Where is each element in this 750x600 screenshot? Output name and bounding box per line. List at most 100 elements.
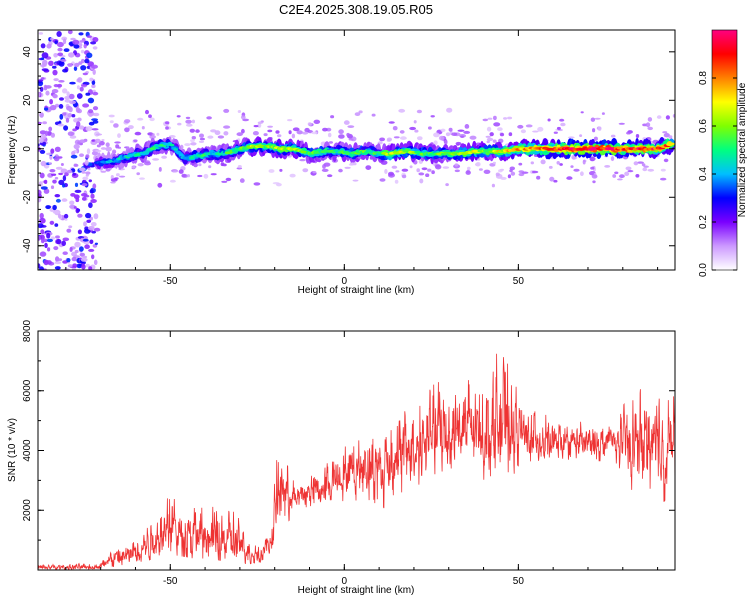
noise-speck	[86, 35, 92, 38]
noise-speck	[53, 78, 59, 82]
halo-speck	[388, 171, 394, 176]
halo-speck	[625, 166, 632, 171]
halo-speck	[288, 130, 292, 135]
halo-speck	[206, 116, 212, 120]
noise-speck	[39, 172, 45, 179]
noise-speck	[53, 53, 58, 58]
halo-speck	[395, 170, 400, 173]
noise-speck	[52, 69, 58, 76]
halo-speck	[556, 126, 561, 130]
noise-speck	[68, 93, 75, 100]
noise-speck	[39, 149, 46, 154]
noise-speck	[52, 93, 58, 99]
noise-speck	[73, 44, 80, 49]
noise-speck	[92, 89, 96, 93]
halo-speck	[537, 126, 544, 132]
noise-speck	[68, 52, 75, 58]
halo-speck	[240, 115, 246, 120]
noise-speck	[43, 259, 49, 266]
halo-speck	[225, 177, 232, 182]
halo-speck	[553, 179, 558, 183]
halo-speck	[252, 131, 259, 136]
noise-speck	[46, 152, 53, 156]
noise-speck	[91, 84, 96, 89]
noise-speck	[72, 39, 80, 45]
halo-speck	[96, 144, 101, 148]
halo-speck	[518, 162, 523, 166]
halo-speck	[487, 117, 493, 120]
halo-speck	[489, 132, 494, 137]
halo-speck	[672, 114, 675, 118]
y-tick-label: 0	[22, 146, 33, 152]
noise-speck	[48, 60, 54, 66]
noise-speck	[84, 244, 90, 249]
halo-speck	[149, 134, 156, 139]
halo-speck	[492, 139, 497, 143]
noise-speck	[91, 80, 96, 85]
x-tick-label: 0	[342, 276, 348, 287]
halo-speck	[416, 168, 421, 173]
halo-speck	[518, 172, 525, 177]
halo-speck	[177, 122, 182, 126]
halo-speck	[223, 125, 231, 129]
halo-speck	[610, 156, 615, 162]
halo-speck	[223, 108, 230, 113]
noise-speck	[40, 229, 45, 235]
halo-speck	[268, 169, 275, 173]
colorbar-tick-label: 0.4	[698, 167, 709, 181]
noise-speck	[58, 179, 65, 186]
noise-speck	[57, 123, 65, 127]
noise-speck	[93, 213, 99, 220]
noise-speck	[39, 112, 44, 118]
halo-speck	[593, 136, 598, 141]
halo-speck	[110, 181, 116, 184]
halo-speck	[94, 138, 101, 144]
noise-speck	[61, 198, 68, 202]
spectrogram-ticks: -50 0 50 -40 -20 0 20 40	[22, 30, 675, 287]
noise-speck	[90, 41, 97, 45]
noise-speck	[79, 40, 85, 43]
halo-speck	[591, 174, 598, 179]
halo-speck	[401, 168, 409, 172]
halo-speck	[392, 126, 398, 131]
halo-speck	[169, 179, 176, 183]
halo-speck	[203, 173, 209, 179]
noise-speck	[39, 266, 44, 270]
halo-speck	[299, 158, 306, 162]
halo-speck	[326, 127, 332, 132]
halo-speck	[108, 114, 115, 118]
noise-speck	[81, 193, 88, 197]
noise-speck	[78, 61, 83, 65]
y-tick-label: 40	[22, 46, 33, 58]
halo-speck	[133, 139, 138, 143]
halo-speck	[147, 132, 154, 136]
noise-speck	[64, 96, 70, 100]
noise-speck	[45, 90, 50, 96]
noise-speck	[89, 239, 94, 245]
noise-speck	[47, 247, 51, 252]
halo-speck	[499, 132, 505, 137]
halo-speck	[442, 166, 450, 169]
halo-speck	[137, 117, 144, 121]
halo-speck	[592, 128, 596, 133]
noise-speck	[60, 168, 68, 174]
halo-speck	[116, 173, 120, 177]
noise-speck	[54, 266, 61, 270]
noise-speck	[52, 65, 57, 69]
halo-speck	[435, 164, 442, 170]
noise-speck	[69, 247, 73, 252]
noise-speck	[81, 183, 88, 187]
halo-speck	[398, 108, 406, 113]
halo-speck	[594, 117, 601, 120]
halo-speck	[626, 131, 631, 135]
halo-speck	[253, 182, 261, 186]
noise-speck	[77, 77, 83, 83]
halo-speck	[241, 128, 245, 134]
halo-speck	[560, 122, 566, 127]
halo-speck	[465, 170, 471, 175]
noise-speck	[74, 241, 81, 248]
noise-speck	[85, 92, 91, 96]
halo-speck	[451, 132, 458, 136]
halo-speck	[327, 174, 333, 178]
halo-speck	[210, 129, 217, 133]
